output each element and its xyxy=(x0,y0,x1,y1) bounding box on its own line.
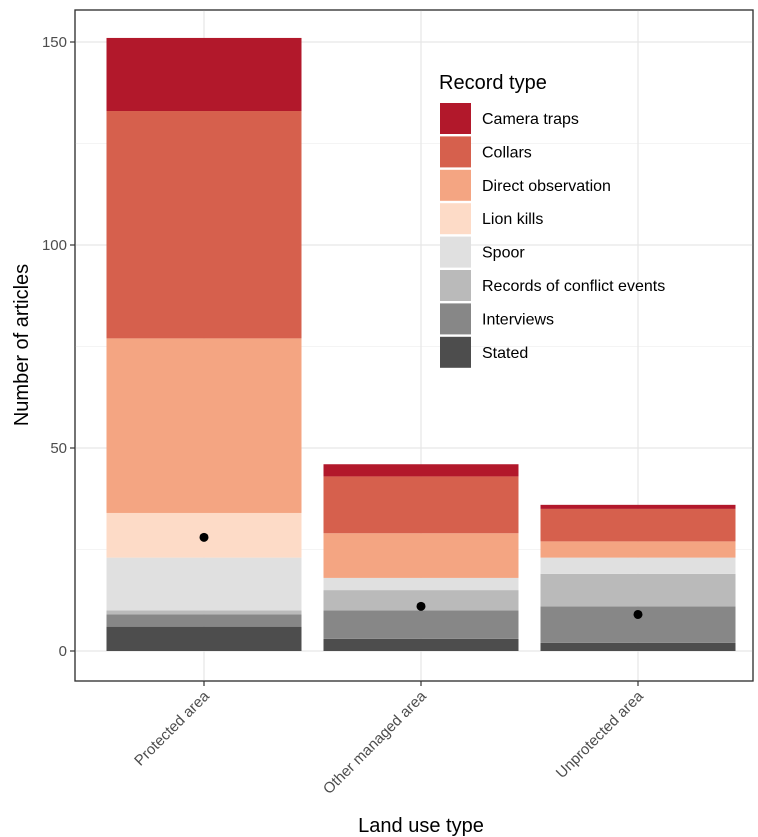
legend-label-camera-traps: Camera traps xyxy=(482,111,579,128)
x-axis: Protected area Other managed area Unprotec… xyxy=(131,681,647,798)
bar-protected-area-camera-traps xyxy=(106,37,302,112)
bar-unprotected-area-records-of-conflict-events xyxy=(540,573,736,607)
bar-other-managed-area-records-of-conflict-events xyxy=(323,590,519,611)
legend-key-stated xyxy=(440,336,471,368)
legend-key-interviews xyxy=(440,303,471,335)
legend-key-spoor xyxy=(440,236,471,268)
legend-key-direct-observation xyxy=(440,169,471,201)
bar-protected-area-records-of-conflict-events xyxy=(106,610,302,615)
point-other-managed-area xyxy=(416,601,426,611)
x-tick-label-protected-area: Protected area xyxy=(131,687,213,769)
bar-unprotected-area-spoor xyxy=(540,557,736,574)
legend: Record type Camera traps Collars Direct ob… xyxy=(439,72,665,368)
x-axis-title: Land use type xyxy=(358,815,484,837)
point-unprotected-area xyxy=(633,609,643,619)
legend-key-records-of-conflict-events xyxy=(440,270,471,301)
y-axis-title: Number of articles xyxy=(11,264,33,426)
y-tick-label: 50 xyxy=(50,440,67,457)
bar-other-managed-area-direct-observation xyxy=(323,533,519,578)
x-tick-label-other-managed-area: Other managed area xyxy=(320,687,430,797)
legend-label-spoor: Spoor xyxy=(482,245,525,262)
legend-key-collars xyxy=(440,136,471,168)
bar-other-managed-area-stated xyxy=(323,638,519,651)
legend-label-lion-kills: Lion kills xyxy=(482,211,543,228)
bar-unprotected-area-camera-traps xyxy=(540,504,736,509)
y-tick-label: 0 xyxy=(59,643,67,660)
bar-other-managed-area-camera-traps xyxy=(323,464,519,477)
bar-unprotected-area-direct-observation xyxy=(540,541,736,558)
bar-other-managed-area-interviews xyxy=(323,610,519,639)
bar-unprotected-area-stated xyxy=(540,642,736,651)
y-tick-label: 150 xyxy=(42,34,67,51)
bar-protected-area-stated xyxy=(106,626,302,651)
y-tick-label: 100 xyxy=(42,237,67,254)
legend-label-stated: Stated xyxy=(482,345,528,362)
point-protected-area xyxy=(199,532,209,542)
legend-label-collars: Collars xyxy=(482,144,532,161)
legend-key-camera-traps xyxy=(440,103,471,134)
legend-title: Record type xyxy=(439,72,547,94)
y-axis: 0 50 100 150 xyxy=(42,34,75,660)
legend-key-lion-kills xyxy=(440,203,471,235)
plot-border xyxy=(74,9,754,682)
bar-segments xyxy=(106,37,736,651)
legend-label-direct-observation: Direct observation xyxy=(482,178,611,195)
bar-protected-area-direct-observation xyxy=(106,338,302,513)
mean-points xyxy=(199,532,643,619)
bar-protected-area-spoor xyxy=(106,557,302,611)
x-tick-label-unprotected-area: Unprotected area xyxy=(553,687,647,781)
bar-unprotected-area-collars xyxy=(540,508,736,542)
bar-protected-area-interviews xyxy=(106,614,302,627)
legend-label-records-of-conflict-events: Records of conflict events xyxy=(482,278,665,295)
bar-protected-area-collars xyxy=(106,111,302,339)
bar-other-managed-area-spoor xyxy=(323,577,519,591)
bar-other-managed-area-collars xyxy=(323,476,519,534)
legend-label-interviews: Interviews xyxy=(482,311,554,328)
